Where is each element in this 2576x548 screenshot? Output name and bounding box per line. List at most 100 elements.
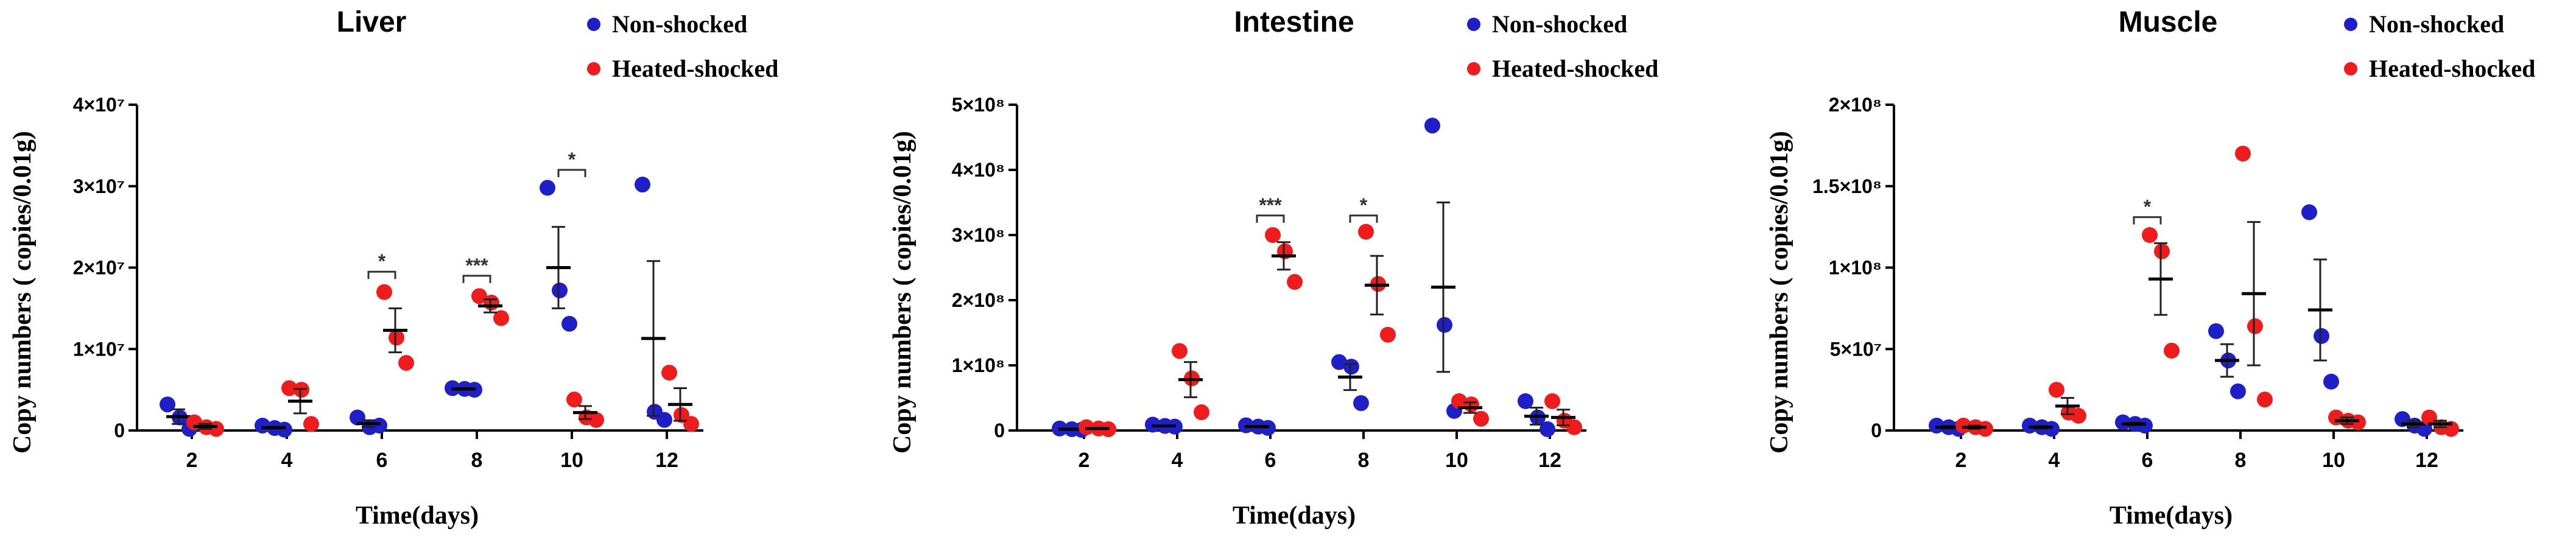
y-tick-label: 1.5×10⁸ xyxy=(1812,175,1882,197)
data-point xyxy=(1353,395,1369,412)
chart-title: Muscle xyxy=(2119,6,2218,38)
significance-label: * xyxy=(2144,196,2152,218)
y-tick-label: 5×10⁷ xyxy=(1830,338,1882,360)
data-point xyxy=(1451,393,1467,409)
data-point xyxy=(1540,421,1555,437)
data-point xyxy=(1265,227,1281,243)
data-point xyxy=(2247,318,2263,334)
data-point xyxy=(398,354,414,371)
significance-bracket xyxy=(557,169,586,177)
data-point xyxy=(2142,227,2158,243)
x-axis-title: Time(days) xyxy=(1233,502,1356,530)
data-point xyxy=(683,416,699,432)
data-point xyxy=(389,329,404,346)
data-point xyxy=(1955,417,1971,434)
y-axis-title: Copy numbers ( copies/0.01g) xyxy=(889,131,917,454)
x-axis-title: Time(days) xyxy=(356,502,479,530)
data-point xyxy=(484,295,499,311)
data-point xyxy=(1343,359,1359,375)
data-point xyxy=(471,288,487,304)
panel-liver: Liver Copy numbers ( copies/0.01g) Time(… xyxy=(9,6,778,530)
y-tick-label: 3×10⁸ xyxy=(952,224,1005,246)
data-point xyxy=(1437,317,1452,333)
data-point xyxy=(2350,414,2366,430)
legend-marker-non-shocked xyxy=(587,18,600,31)
x-tick-label: 2 xyxy=(1079,449,1090,472)
data-point xyxy=(635,177,650,193)
chart-title: Liver xyxy=(337,6,407,38)
data-point xyxy=(1380,326,1396,343)
data-point xyxy=(2314,328,2329,344)
x-tick-label: 6 xyxy=(2142,449,2153,472)
y-tick-label: 5×10⁸ xyxy=(952,94,1005,116)
data-point xyxy=(1287,274,1303,290)
x-tick-label: 4 xyxy=(281,449,293,472)
x-tick-label: 8 xyxy=(471,449,483,472)
x-tick-label: 12 xyxy=(655,449,678,472)
data-point xyxy=(2208,323,2224,339)
legend: Non-shocked Heated-shocked xyxy=(587,10,778,82)
data-point xyxy=(1518,393,1533,409)
x-tick-label: 10 xyxy=(1445,449,1468,472)
y-tick-label: 0 xyxy=(1871,420,1882,441)
data-point xyxy=(2044,421,2060,437)
data-point xyxy=(561,315,577,332)
data-point xyxy=(1424,118,1440,134)
y-tick-label: 0 xyxy=(114,420,125,441)
significance-label: *** xyxy=(1259,194,1282,216)
y-tick-label: 3×10⁷ xyxy=(73,175,125,197)
significance-label: *** xyxy=(465,255,488,276)
data-point xyxy=(2421,409,2437,426)
data-point xyxy=(303,416,319,432)
y-tick-label: 2×10⁸ xyxy=(952,289,1005,311)
x-tick-label: 10 xyxy=(560,449,583,472)
chart-title: Intestine xyxy=(1234,6,1354,38)
data-point xyxy=(566,392,582,408)
x-tick-label: 6 xyxy=(1265,449,1276,472)
data-point xyxy=(2154,243,2170,259)
legend-marker-non-shocked xyxy=(1467,18,1480,31)
data-point xyxy=(1463,396,1479,413)
legend-label-heated-shocked: Heated-shocked xyxy=(2369,55,2535,82)
data-point xyxy=(1544,393,1560,409)
data-point xyxy=(276,421,292,438)
data-point xyxy=(1331,354,1347,370)
data-point xyxy=(1172,343,1188,359)
data-point xyxy=(1358,223,1374,240)
data-point xyxy=(2115,414,2131,430)
x-tick-label: 4 xyxy=(1172,449,1183,472)
data-point xyxy=(2323,373,2339,390)
x-tick-label: 2 xyxy=(186,449,198,472)
data-point xyxy=(2049,382,2064,398)
data-point xyxy=(255,417,270,434)
legend-marker-heated-shocked xyxy=(1467,62,1480,76)
data-point xyxy=(350,409,365,426)
data-point xyxy=(2071,407,2086,424)
data-point xyxy=(2164,342,2180,359)
significance-label: * xyxy=(1360,194,1368,216)
y-tick-label: 4×10⁷ xyxy=(73,94,125,116)
y-axis-title: Copy numbers ( copies/0.01g) xyxy=(1765,131,1793,454)
x-tick-label: 10 xyxy=(2322,449,2345,472)
data-point xyxy=(1473,410,1489,427)
legend-marker-non-shocked xyxy=(2344,18,2357,31)
data-point xyxy=(493,310,509,326)
significance-bracket xyxy=(367,270,396,279)
x-tick-label: 8 xyxy=(1358,449,1370,472)
x-tick-label: 12 xyxy=(1538,449,1561,472)
panel-muscle: Muscle Copy numbers ( copies/0.01g) Time… xyxy=(1765,6,2535,530)
data-point xyxy=(1566,419,1582,435)
legend-label-heated-shocked: Heated-shocked xyxy=(612,55,778,82)
data-point xyxy=(281,380,297,396)
x-axis-title: Time(days) xyxy=(2110,502,2233,530)
x-tick-label: 8 xyxy=(2235,449,2247,472)
legend-marker-heated-shocked xyxy=(587,62,600,76)
significance-label: * xyxy=(378,250,386,272)
x-tick-label: 12 xyxy=(2415,449,2438,472)
legend-marker-heated-shocked xyxy=(2344,62,2357,76)
legend-label-non-shocked: Non-shocked xyxy=(612,10,747,38)
y-tick-label: 4×10⁸ xyxy=(952,159,1005,181)
y-tick-label: 0 xyxy=(994,420,1005,441)
x-tick-label: 4 xyxy=(2049,449,2060,472)
